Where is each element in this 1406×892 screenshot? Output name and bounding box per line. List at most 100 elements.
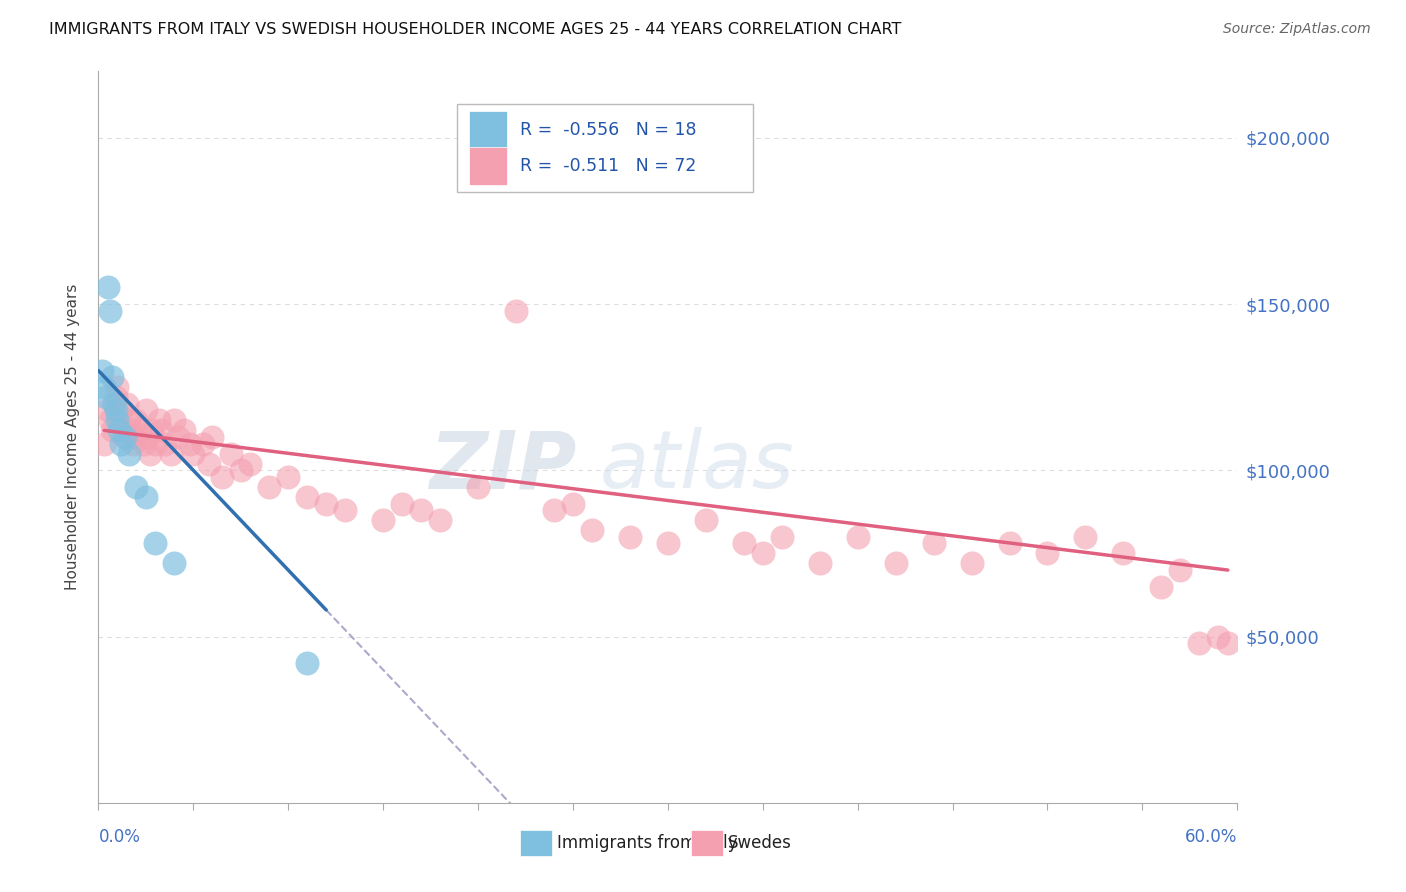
- Bar: [520, 830, 551, 856]
- Point: [657, 536, 679, 550]
- Text: atlas: atlas: [599, 427, 794, 506]
- Point: [505, 303, 527, 318]
- Point: [100, 370, 122, 384]
- Point: [335, 503, 357, 517]
- Point: [110, 436, 132, 450]
- Point: [93, 380, 115, 394]
- Point: [846, 530, 869, 544]
- Point: [1150, 580, 1173, 594]
- Point: [543, 503, 565, 517]
- Point: [1036, 546, 1059, 560]
- Point: [110, 403, 132, 417]
- Point: [121, 436, 143, 450]
- Point: [132, 436, 155, 450]
- Point: [145, 536, 167, 550]
- Text: 0.0%: 0.0%: [98, 829, 141, 847]
- Point: [135, 403, 157, 417]
- Point: [884, 557, 907, 571]
- Point: [619, 530, 641, 544]
- Point: [125, 413, 148, 427]
- Point: [733, 536, 755, 550]
- Text: Swedes: Swedes: [728, 834, 792, 852]
- Point: [259, 480, 281, 494]
- Point: [163, 413, 186, 427]
- Point: [167, 430, 190, 444]
- Point: [120, 424, 142, 438]
- Point: [150, 424, 173, 438]
- Point: [179, 436, 201, 450]
- Point: [163, 557, 186, 571]
- Point: [115, 397, 138, 411]
- Point: [1112, 546, 1135, 560]
- Text: 60.0%: 60.0%: [1185, 829, 1237, 847]
- Point: [94, 390, 117, 404]
- Point: [153, 436, 176, 450]
- Point: [148, 413, 170, 427]
- Point: [211, 470, 233, 484]
- Point: [315, 497, 337, 511]
- Point: [239, 457, 262, 471]
- Text: IMMIGRANTS FROM ITALY VS SWEDISH HOUSEHOLDER INCOME AGES 25 - 44 YEARS CORRELATI: IMMIGRANTS FROM ITALY VS SWEDISH HOUSEHO…: [49, 22, 901, 37]
- Point: [411, 503, 433, 517]
- Point: [581, 523, 603, 537]
- Point: [114, 430, 136, 444]
- Point: [191, 436, 214, 450]
- Point: [173, 424, 195, 438]
- Point: [752, 546, 775, 560]
- Point: [97, 280, 120, 294]
- Point: [183, 447, 205, 461]
- Point: [98, 413, 121, 427]
- Point: [467, 480, 489, 494]
- Point: [998, 536, 1021, 550]
- Point: [562, 497, 585, 511]
- Text: ZIP: ZIP: [429, 427, 576, 506]
- Point: [100, 424, 122, 438]
- Bar: [468, 111, 508, 149]
- Point: [108, 424, 131, 438]
- Point: [129, 424, 152, 438]
- Point: [141, 424, 163, 438]
- Point: [429, 513, 451, 527]
- Point: [391, 497, 413, 511]
- Point: [112, 424, 135, 438]
- Point: [197, 457, 219, 471]
- Point: [98, 303, 121, 318]
- Point: [114, 430, 136, 444]
- Point: [297, 490, 319, 504]
- Point: [118, 413, 141, 427]
- Text: Source: ZipAtlas.com: Source: ZipAtlas.com: [1223, 22, 1371, 37]
- Point: [960, 557, 983, 571]
- Point: [770, 530, 793, 544]
- Point: [135, 490, 157, 504]
- Point: [1208, 630, 1230, 644]
- Point: [922, 536, 945, 550]
- Point: [145, 436, 167, 450]
- Point: [136, 430, 159, 444]
- Point: [107, 413, 129, 427]
- Point: [91, 363, 114, 377]
- Y-axis label: Householder Income Ages 25 - 44 years: Householder Income Ages 25 - 44 years: [65, 284, 80, 591]
- Point: [118, 447, 141, 461]
- Point: [124, 430, 146, 444]
- Point: [277, 470, 299, 484]
- Point: [1170, 563, 1192, 577]
- Bar: [468, 147, 508, 186]
- FancyBboxPatch shape: [457, 104, 754, 192]
- Point: [1216, 636, 1239, 650]
- Point: [201, 430, 224, 444]
- Point: [371, 513, 394, 527]
- Point: [107, 380, 129, 394]
- Point: [97, 403, 120, 417]
- Point: [1074, 530, 1097, 544]
- Text: R =  -0.556   N = 18: R = -0.556 N = 18: [520, 121, 696, 139]
- Point: [229, 463, 252, 477]
- Point: [125, 480, 148, 494]
- Point: [808, 557, 831, 571]
- Point: [93, 436, 115, 450]
- Point: [104, 403, 127, 417]
- Point: [1188, 636, 1211, 650]
- Text: Immigrants from Italy: Immigrants from Italy: [557, 834, 738, 852]
- Point: [159, 447, 181, 461]
- Point: [221, 447, 243, 461]
- Point: [138, 447, 160, 461]
